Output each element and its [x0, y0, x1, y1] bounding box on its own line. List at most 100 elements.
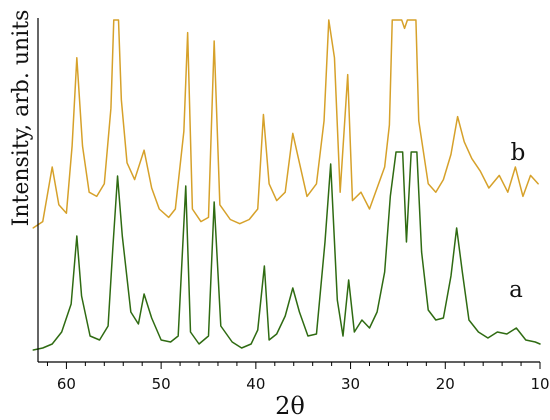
series-b-point [457, 116, 459, 118]
series-a-point [76, 235, 78, 237]
series-b-point [104, 183, 106, 185]
series-a-point [143, 293, 145, 295]
series-b-point [418, 120, 420, 122]
x-tick-label: 50 [152, 375, 171, 393]
series-b-point [463, 141, 465, 143]
series-b-point [268, 183, 270, 185]
series-b-point [187, 32, 189, 34]
series-a-point [122, 235, 124, 237]
x-tick-label: 10 [530, 375, 549, 393]
series-a-point [390, 195, 392, 197]
series-b-point [239, 223, 241, 225]
curves-layer [32, 19, 541, 351]
series-b-point [316, 183, 318, 185]
series-a-point [395, 151, 397, 153]
series-b-point [292, 133, 294, 135]
x-tick-label: 20 [436, 375, 455, 393]
series-b-point [248, 219, 250, 221]
series-a-point [416, 151, 418, 153]
series-b-point [213, 40, 215, 42]
series-a-point [361, 319, 363, 321]
series-b-point [42, 221, 44, 223]
series-b-point [263, 114, 265, 116]
y-axis-label: Intensity, arb. units [9, 10, 34, 227]
series-a-point [81, 295, 83, 297]
axes-layer [37, 18, 541, 369]
series-a-point [284, 315, 286, 317]
x-tick-label: 30 [341, 375, 360, 393]
series-a-point [292, 287, 294, 289]
series-b-point [498, 175, 500, 177]
series-b-point [306, 196, 308, 198]
series-b-point [71, 145, 73, 147]
series-a-point [462, 271, 464, 273]
series-a-point [450, 275, 452, 277]
series-b-point [427, 183, 429, 185]
series-b-point [284, 191, 286, 193]
series-b-point [158, 208, 160, 210]
series-b-point [360, 191, 362, 193]
series-a-point [70, 303, 72, 305]
series-b-point [450, 154, 452, 156]
series-b-point [401, 19, 403, 21]
series-a-point [516, 327, 518, 329]
series-a-point [506, 333, 508, 335]
series-b-point [415, 19, 417, 21]
series-a-point [170, 341, 172, 343]
series-b-point [208, 217, 210, 219]
series-a-point [241, 347, 243, 349]
series-a-point [534, 341, 536, 343]
series-a-point [276, 333, 278, 335]
series-a-point [478, 331, 480, 333]
series-b-point [76, 57, 78, 59]
series-b-point [443, 179, 445, 181]
series-a-point [220, 325, 222, 327]
series-a-point [330, 163, 332, 165]
series-a-point [348, 279, 350, 281]
series-b-point [121, 99, 123, 101]
series-a-point [117, 175, 119, 177]
series-a-point [112, 247, 114, 249]
series-a-point [421, 251, 423, 253]
series-b-point [88, 191, 90, 193]
series-b-point [391, 19, 393, 21]
series-a-point [257, 329, 259, 331]
series-b-point [480, 170, 482, 172]
series-a-label: a [509, 277, 523, 303]
x-axis-label: 2θ [275, 392, 305, 420]
series-b-point [435, 191, 437, 193]
series-a-point [299, 311, 301, 313]
series-a-point [410, 151, 412, 153]
series-b-point [151, 187, 153, 189]
series-b-point [515, 166, 517, 168]
series-a-point [487, 337, 489, 339]
series-a-point [198, 343, 200, 345]
series-a-point [427, 309, 429, 311]
series-a-point [208, 335, 210, 337]
series-a-point [61, 331, 63, 333]
series-b-point [384, 166, 386, 168]
series-b-point [82, 145, 84, 147]
series-a-point [316, 333, 318, 335]
series-a-point [213, 201, 215, 203]
x-tick-label: 40 [246, 375, 265, 393]
series-a-point [138, 323, 140, 325]
series-a-point [525, 339, 527, 341]
series-b-point [110, 107, 112, 109]
series-b-point [113, 19, 115, 21]
series-b-point [404, 28, 406, 30]
series-b-line [32, 19, 539, 229]
series-a-point [32, 349, 34, 351]
series-b-point [126, 162, 128, 164]
series-b-point [219, 204, 221, 206]
series-b-point [183, 131, 185, 133]
series-a-point [369, 327, 371, 329]
series-a-point [250, 343, 252, 345]
series-b-point [118, 19, 120, 21]
series-b-point [192, 208, 194, 210]
series-b-point [369, 208, 371, 210]
series-b-point [58, 204, 60, 206]
series-a-point [443, 317, 445, 319]
